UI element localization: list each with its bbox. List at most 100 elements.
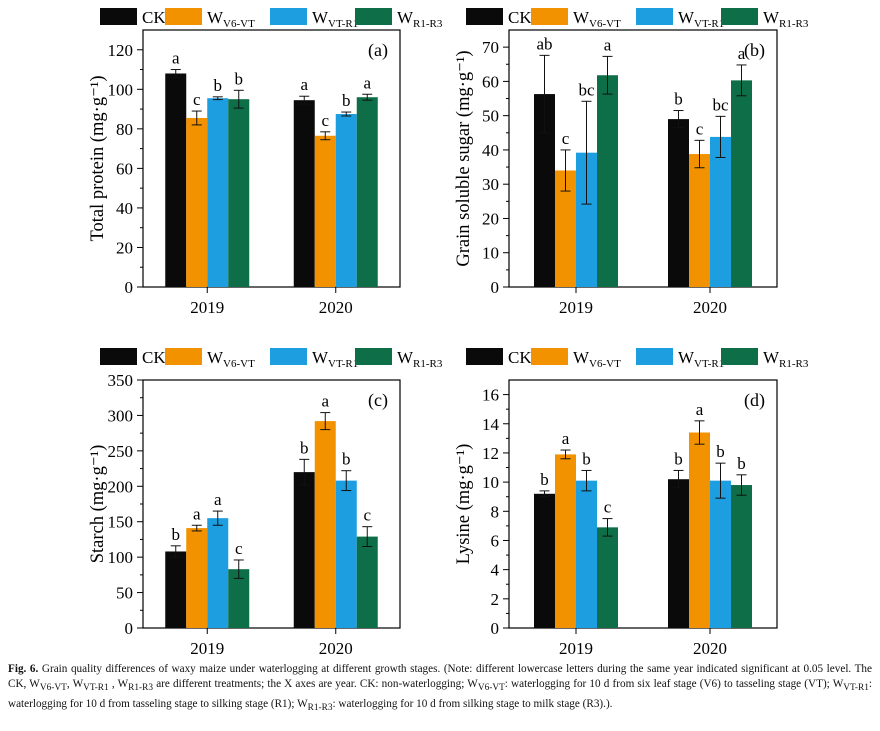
y-tick-label: 100 [108,548,134,567]
y-tick-label: 0 [125,619,134,638]
significance-letter: c [321,111,329,130]
bar [731,80,752,287]
y-tick-label: 0 [125,278,134,297]
plot-frame [142,29,401,288]
legend-swatch [270,8,307,25]
significance-letter: ab [536,34,552,53]
legend-item: WVT-R1 [270,348,358,370]
legend-label: WV6-VT [573,348,621,370]
significance-letter: a [321,392,329,411]
legend-label: WV6-VT [207,348,255,370]
y-tick-label: 50 [116,584,133,603]
bar [597,75,618,288]
panel-label: (b) [744,40,765,61]
y-tick-label: 40 [482,141,499,160]
y-tick-label: 14 [482,415,500,434]
legend-item: WR1-R3 [721,348,809,370]
bar [668,479,689,628]
legend-swatch [165,348,202,365]
legend-label: WV6-VT [207,8,255,30]
legend-label: WVT-R1 [678,8,724,30]
significance-letter: b [674,449,683,468]
legend-swatch [636,348,673,365]
bar [710,136,731,287]
x-tick-label: 2020 [693,639,727,655]
legend-swatch [531,8,568,25]
y-tick-label: 200 [108,477,134,496]
y-tick-label: 250 [108,442,134,461]
significance-letter: c [235,539,243,558]
legend-item: WV6-VT [165,348,255,370]
legend-item: WV6-VT [165,8,255,30]
bar [555,170,576,287]
bar [335,114,357,288]
y-tick-label: 0 [491,278,500,297]
significance-letter: c [363,506,371,525]
legend-label: WV6-VT [573,8,621,30]
y-tick-label: 4 [491,561,500,580]
bar [731,485,752,628]
bar [356,536,378,628]
legend-label: WR1-R3 [763,348,809,370]
legend-label: CK [508,8,532,27]
y-tick-label: 60 [482,72,499,91]
caption-sub: V6-VT [39,683,67,694]
significance-letter: bc [578,80,595,99]
x-tick-label: 2019 [559,298,593,317]
y-tick-label: 100 [108,80,134,99]
caption-sub: VT-R1 [83,683,109,694]
y-tick-label: 50 [482,107,499,126]
bar [165,551,187,628]
bar [207,518,229,628]
legend-item: WR1-R3 [355,8,443,30]
legend-label: WR1-R3 [397,348,443,370]
bar [710,480,731,628]
legend-swatch [355,8,392,25]
legend-label: CK [142,8,166,27]
legend-item: WV6-VT [531,8,621,30]
significance-letter: c [604,498,612,517]
bar [228,99,250,287]
significance-letter: b [214,76,223,95]
bar [534,94,555,287]
y-tick-label: 0 [491,619,500,638]
caption-text: : waterlogging for 10 d from six leaf st… [504,678,844,691]
significance-letter: b [737,454,746,473]
bar [228,569,250,628]
chart-panel-d: CK WV6-VT WVT-R1 WR1-R3 0 2 4 6 8 10 12 14 16 Lysine … [454,348,809,655]
legend-item: CK [466,8,532,27]
plot-frame [508,29,778,288]
x-tick-label: 2019 [559,639,593,655]
caption-text: Grain quality differences of waxy maize … [8,663,872,691]
bar [356,97,378,287]
legend-item: WV6-VT [531,348,621,370]
caption-text: , W [66,678,84,691]
bar [186,528,208,628]
legend-item: WR1-R3 [721,8,809,30]
legend-item: CK [100,348,166,367]
legend-label: CK [142,348,166,367]
legend-swatch [165,8,202,25]
y-tick-label: 12 [482,444,499,463]
y-tick-label: 8 [491,502,500,521]
legend-swatch [721,8,758,25]
significance-letter: a [300,75,308,94]
bar [576,152,597,287]
significance-letter: a [562,429,570,448]
significance-letter: a [193,504,201,523]
bar [668,119,689,288]
significance-letter: b [300,438,309,457]
y-tick-label: 70 [482,38,499,57]
legend-item: WVT-R1 [636,8,724,30]
significance-letter: c [696,119,704,138]
legend-label: CK [508,348,532,367]
bar [597,527,618,628]
bar [293,472,315,628]
significance-letter: b [235,69,244,88]
y-tick-label: 120 [108,41,134,60]
y-tick-label: 150 [108,513,134,532]
legend-swatch [721,348,758,365]
y-tick-label: 40 [116,199,133,218]
significance-letter: a [363,73,371,92]
significance-letter: b [540,470,549,489]
